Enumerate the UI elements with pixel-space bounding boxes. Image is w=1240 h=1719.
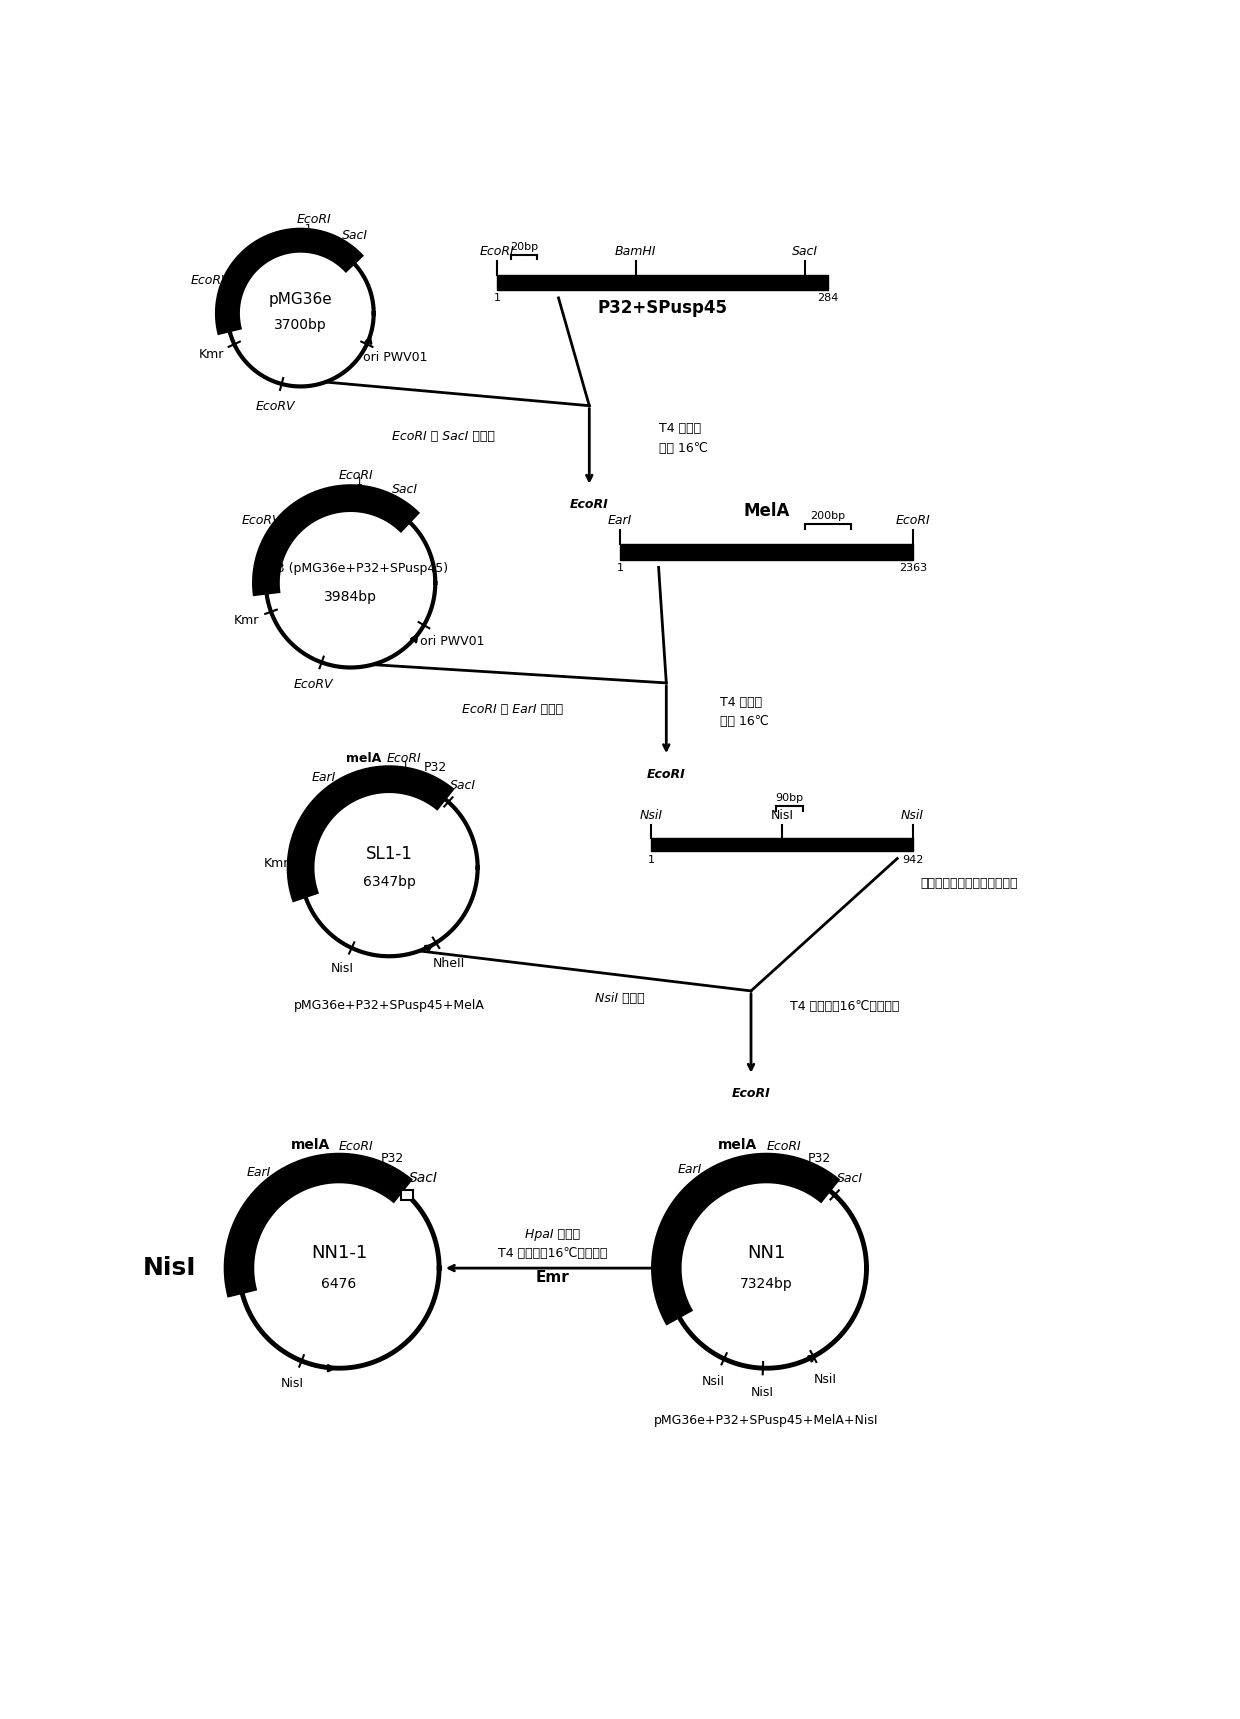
Text: 20bp: 20bp xyxy=(510,242,538,251)
Text: NisI: NisI xyxy=(770,808,794,822)
Text: EcoRV: EcoRV xyxy=(255,401,295,413)
Text: SacI: SacI xyxy=(792,244,818,258)
Text: EcoRI: EcoRI xyxy=(895,514,930,528)
Text: MelA: MelA xyxy=(743,502,790,519)
Text: 回收目的片段，去磷酸化处理: 回收目的片段，去磷酸化处理 xyxy=(920,877,1018,890)
Text: EcoRV: EcoRV xyxy=(191,273,229,287)
Text: melA: melA xyxy=(346,753,382,765)
Text: EcoRI: EcoRI xyxy=(732,1086,770,1100)
FancyBboxPatch shape xyxy=(402,1190,413,1200)
Text: P32+SPusp45: P32+SPusp45 xyxy=(598,299,728,318)
Text: ori PWV01: ori PWV01 xyxy=(419,634,484,648)
Text: EcoRI: EcoRI xyxy=(480,244,515,258)
Text: HpaI 单酶切: HpaI 单酶切 xyxy=(526,1227,580,1241)
Text: NisI: NisI xyxy=(330,963,353,975)
Text: 2363: 2363 xyxy=(899,562,926,572)
Text: 1: 1 xyxy=(647,854,655,865)
Text: 过夜 16℃: 过夜 16℃ xyxy=(720,715,769,727)
Text: T4 连接酶: T4 连接酶 xyxy=(720,696,763,708)
Text: SL1-1: SL1-1 xyxy=(366,844,413,863)
Text: Kmr: Kmr xyxy=(263,858,289,870)
Text: NN1-1: NN1-1 xyxy=(311,1245,367,1262)
Text: 3700bp: 3700bp xyxy=(274,318,327,332)
Text: NisI: NisI xyxy=(143,1257,197,1281)
Text: pMG36e: pMG36e xyxy=(269,292,332,308)
Text: melA: melA xyxy=(291,1138,330,1152)
Text: 200bp: 200bp xyxy=(811,511,846,521)
Text: 6347bp: 6347bp xyxy=(362,875,415,889)
Text: NsiI: NsiI xyxy=(640,808,662,822)
Text: 1: 1 xyxy=(356,476,362,486)
Text: EcoRI: EcoRI xyxy=(570,499,609,511)
Text: NsiI: NsiI xyxy=(702,1375,725,1387)
Text: SacI: SacI xyxy=(450,779,476,792)
Text: EcoRV: EcoRV xyxy=(242,514,280,526)
Text: EcoRI: EcoRI xyxy=(296,213,331,225)
Text: SacI: SacI xyxy=(342,229,368,242)
Text: BamHI: BamHI xyxy=(615,244,656,258)
Text: 1: 1 xyxy=(616,562,624,572)
Text: NheII: NheII xyxy=(433,957,465,970)
Text: NisI: NisI xyxy=(280,1377,304,1391)
Text: NN1: NN1 xyxy=(748,1245,786,1262)
Text: Emr: Emr xyxy=(536,1270,569,1284)
Text: T4 连接酶，16℃过夜连接: T4 连接酶，16℃过夜连接 xyxy=(498,1248,608,1260)
Text: SacI: SacI xyxy=(392,483,418,497)
Text: S213 (pMG36e+P32+SPusp45): S213 (pMG36e+P32+SPusp45) xyxy=(253,562,448,576)
Text: EcoRI: EcoRI xyxy=(766,1140,801,1153)
Text: 1: 1 xyxy=(305,223,311,234)
Text: SacI: SacI xyxy=(408,1171,438,1184)
Text: EcoRI: EcoRI xyxy=(339,469,373,481)
Text: 3984bp: 3984bp xyxy=(324,590,377,603)
Text: ori PWV01: ori PWV01 xyxy=(362,351,427,364)
Text: EarI: EarI xyxy=(677,1164,702,1176)
Text: 1: 1 xyxy=(402,762,409,770)
Text: melA: melA xyxy=(718,1138,758,1152)
Text: EcoRI 和 SacI 双酶切: EcoRI 和 SacI 双酶切 xyxy=(392,430,495,444)
Text: P32: P32 xyxy=(381,1152,404,1165)
Text: EcoRI: EcoRI xyxy=(647,768,686,780)
Text: 90bp: 90bp xyxy=(775,792,804,803)
Text: EcoRI: EcoRI xyxy=(387,753,422,765)
Text: NsiI: NsiI xyxy=(815,1373,837,1386)
Text: 7324bp: 7324bp xyxy=(740,1277,792,1291)
Text: pMG36e+P32+SPusp45+MelA: pMG36e+P32+SPusp45+MelA xyxy=(294,999,485,1011)
Text: T4 连接酶，16℃过夜连接: T4 连接酶，16℃过夜连接 xyxy=(790,1000,899,1012)
Text: EarI: EarI xyxy=(311,770,336,784)
Text: 6476: 6476 xyxy=(321,1277,357,1291)
Text: 1: 1 xyxy=(494,294,501,303)
Text: EcoRI: EcoRI xyxy=(339,1140,373,1153)
Text: P32: P32 xyxy=(424,762,448,775)
Text: pMG36e+P32+SPusp45+MelA+NisI: pMG36e+P32+SPusp45+MelA+NisI xyxy=(655,1415,879,1427)
Text: 284: 284 xyxy=(817,294,838,303)
Text: Kmr: Kmr xyxy=(233,614,259,627)
Text: 过夜 16℃: 过夜 16℃ xyxy=(658,442,707,454)
Text: EarI: EarI xyxy=(247,1165,272,1179)
Text: NsiI: NsiI xyxy=(901,808,924,822)
Text: EarI: EarI xyxy=(608,514,632,528)
Text: Kmr: Kmr xyxy=(200,349,224,361)
Text: SacI: SacI xyxy=(837,1172,863,1184)
Text: NisI: NisI xyxy=(750,1386,774,1399)
Text: EcoRI 和 EarI 双酶切: EcoRI 和 EarI 双酶切 xyxy=(461,703,563,717)
Text: T4 连接酶: T4 连接酶 xyxy=(658,423,701,435)
Text: NsiI 单酶切: NsiI 单酶切 xyxy=(595,992,645,1006)
Text: P32: P32 xyxy=(808,1152,831,1165)
Text: 942: 942 xyxy=(901,854,924,865)
Text: EcoRV: EcoRV xyxy=(294,677,334,691)
